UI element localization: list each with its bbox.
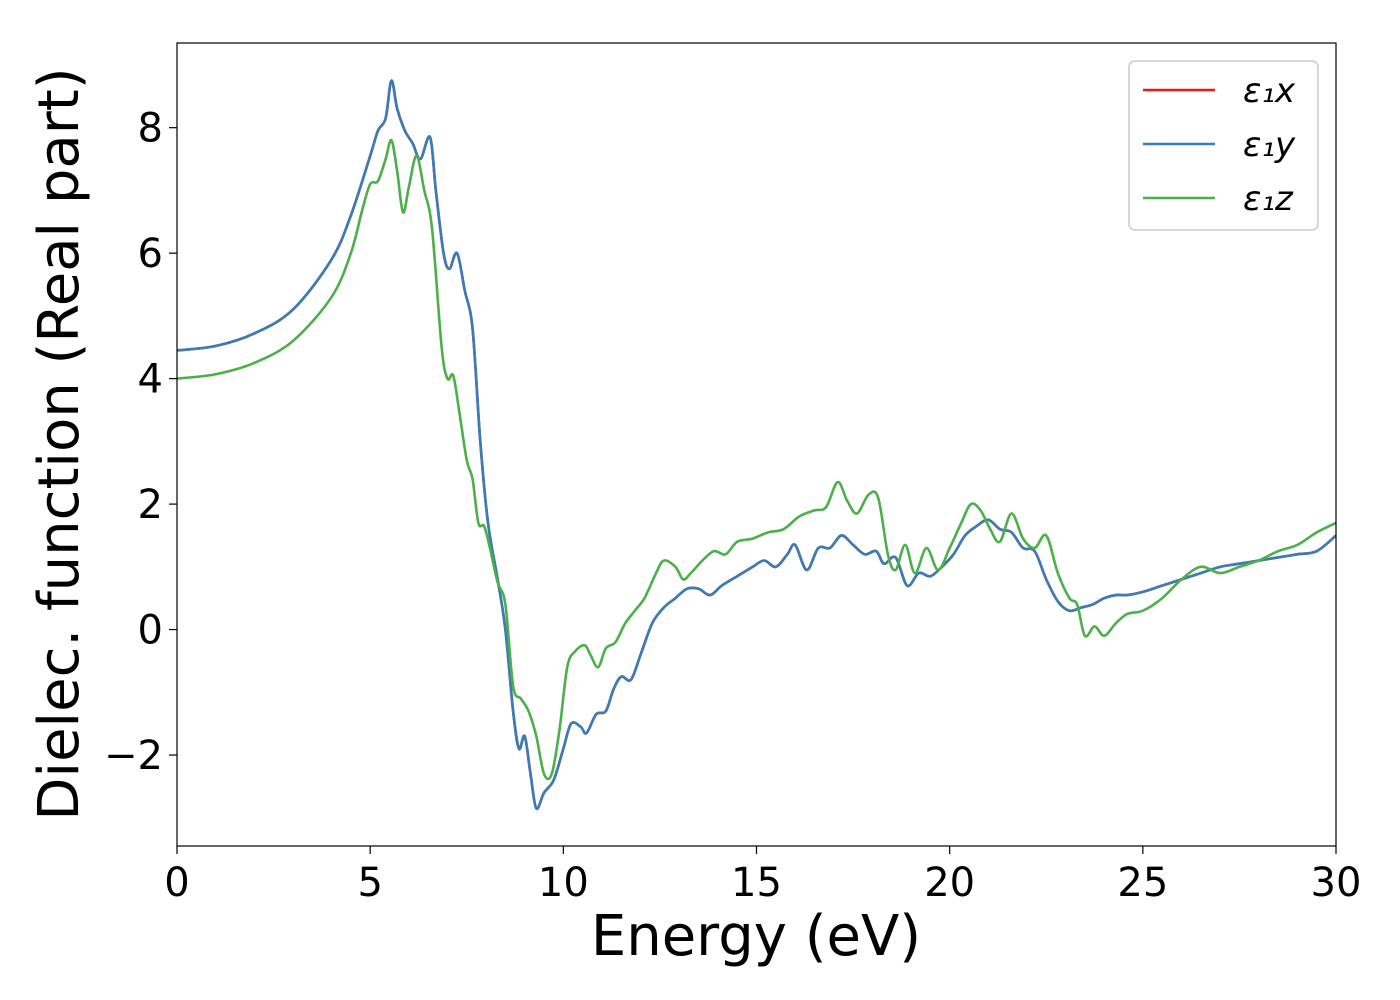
- series-line-2: [177, 138, 1336, 781]
- legend-box: [1128, 60, 1319, 231]
- x-tick-label: 20: [924, 860, 975, 906]
- x-tick-label: 10: [538, 860, 589, 906]
- x-tick-label: 15: [731, 860, 782, 906]
- legend: ε₁x ε₁y ε₁z: [1128, 60, 1319, 231]
- series-line-1: [177, 79, 1336, 811]
- y-tick-label: 6: [138, 231, 163, 277]
- y-axis-ticks: −2 0 2 4 6 8: [104, 106, 177, 779]
- x-tick-label: 30: [1311, 860, 1362, 906]
- y-tick-label: 4: [138, 357, 163, 403]
- x-axis-ticks: 0 5 10 15 20 25 30: [164, 846, 1361, 906]
- x-axis-title: Energy (eV): [591, 904, 921, 969]
- x-tick-label: 0: [164, 860, 189, 906]
- y-tick-label: −2: [104, 733, 163, 779]
- y-tick-label: 0: [138, 608, 163, 654]
- legend-label-0: ε₁x: [1243, 71, 1296, 111]
- legend-label-2: ε₁z: [1243, 179, 1294, 219]
- legend-label-1: ε₁y: [1243, 125, 1296, 165]
- y-tick-label: 8: [138, 106, 163, 152]
- y-tick-label: 2: [138, 482, 163, 528]
- y-axis-title: Dielec. function (Real part): [27, 67, 92, 820]
- series-layer: [177, 79, 1336, 811]
- x-tick-label: 5: [357, 860, 382, 906]
- x-tick-label: 25: [1117, 860, 1168, 906]
